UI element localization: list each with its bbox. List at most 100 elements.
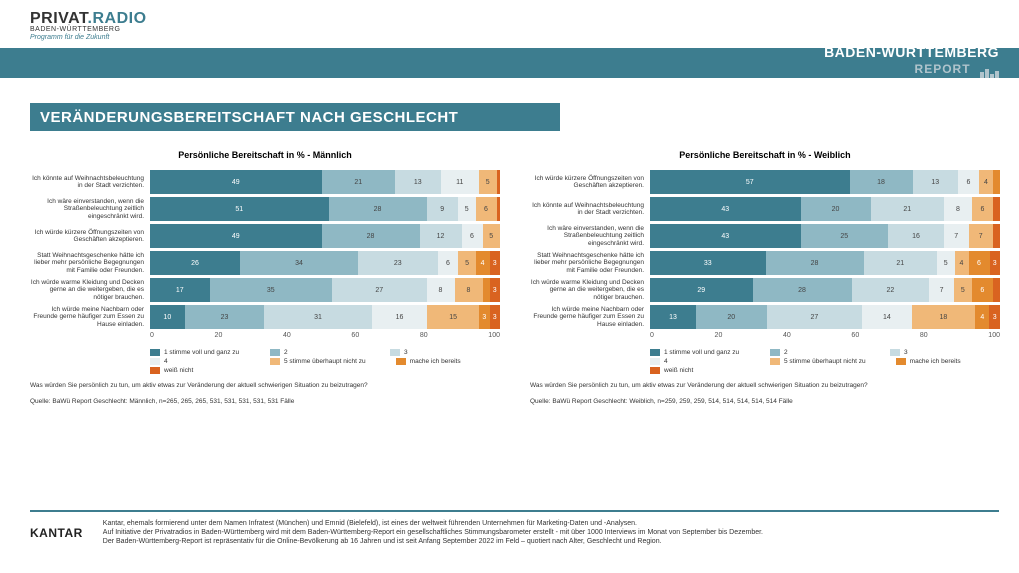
- row-label: Ich könnte auf Weihnachtsbeleuchtung in …: [30, 175, 150, 190]
- kantar-logo: KANTAR: [30, 526, 83, 540]
- bar-segment: 21: [322, 170, 396, 194]
- row-label: Ich würde kürzere Öffnungszeiten von Ges…: [530, 175, 650, 190]
- chart-row: Ich würde meine Nachbarn oder Freunde ge…: [30, 305, 500, 329]
- legend-item: weiß nicht: [650, 367, 740, 374]
- bar-segment: [483, 278, 490, 302]
- bar-segment: 5: [937, 251, 955, 275]
- row-label: Ich würde meine Nachbarn oder Freunde ge…: [530, 306, 650, 328]
- bar-segment: 6: [972, 278, 993, 302]
- stacked-bar: 492113115: [150, 170, 500, 194]
- stacked-bar: 173527883: [150, 278, 500, 302]
- legend-swatch: [650, 367, 660, 374]
- logo-block: PRIVAT.RADIO BADEN-WÜRTTEMBERG Programm …: [30, 10, 147, 41]
- header-report: REPORT: [915, 62, 971, 76]
- bar-segment: 5: [954, 278, 972, 302]
- chart-row: Ich wäre einverstanden, wenn die Straßen…: [530, 224, 1000, 248]
- row-label: Ich könnte auf Weihnachtsbeleuchtung in …: [530, 202, 650, 217]
- bar-segment: 5: [458, 251, 475, 275]
- bar-segment: 6: [462, 224, 483, 248]
- bar-segment: 6: [969, 251, 990, 275]
- bar-segment: 6: [972, 197, 993, 221]
- bar-segment: 49: [150, 224, 322, 248]
- bar-segment: 20: [696, 305, 767, 329]
- bar-segment: 4: [975, 305, 989, 329]
- footer-line1: Kantar, ehemals formierend unter dem Nam…: [103, 520, 763, 529]
- bar-segment: 28: [753, 278, 852, 302]
- bar-segment: 3: [989, 305, 1000, 329]
- bar-segment: 18: [912, 305, 976, 329]
- footer-text: Kantar, ehemals formierend unter dem Nam…: [103, 520, 763, 546]
- logo-slogan: Programm für die Zukunft: [30, 34, 147, 41]
- stacked-bar: 3328215463: [650, 251, 1000, 275]
- legend-swatch: [396, 358, 406, 365]
- bar-segment: 3: [479, 305, 489, 329]
- legend-item: 4: [150, 358, 240, 365]
- bar-segment: 3: [490, 251, 500, 275]
- legend-item: 1 stimme voll und ganz zu: [650, 349, 740, 356]
- legend-item: 3: [390, 349, 480, 356]
- header-region: BADEN-WÜRTTEMBERG: [824, 44, 999, 60]
- legend-item: mache ich bereits: [896, 358, 986, 365]
- bar-segment: 16: [888, 224, 944, 248]
- axis-tick: 20: [215, 332, 223, 339]
- stacked-bar: 43202186: [650, 197, 1000, 221]
- bar-segment: 18: [850, 170, 913, 194]
- bar-segment: 7: [929, 278, 954, 302]
- legend-label: mache ich bereits: [910, 358, 961, 365]
- chart-row: Ich wäre einverstanden, wenn die Straßen…: [30, 197, 500, 221]
- bar-segment: 4: [476, 251, 490, 275]
- legend-item: mache ich bereits: [396, 358, 486, 365]
- chart-female-axis: 020406080100: [650, 332, 1000, 339]
- legend-swatch: [896, 358, 906, 365]
- axis-tick: 100: [988, 332, 1000, 339]
- stacked-bar: 2634236543: [150, 251, 500, 275]
- bar-segment: 11: [441, 170, 480, 194]
- bar-segment: 28: [329, 197, 427, 221]
- legend-swatch: [650, 349, 660, 356]
- chart-row: Ich könnte auf Weihnachtsbeleuchtung in …: [30, 170, 500, 194]
- bar-segment: 34: [240, 251, 358, 275]
- legend-label: weiß nicht: [164, 367, 193, 374]
- bar-segment: 57: [650, 170, 850, 194]
- header-right: BADEN-WÜRTTEMBERG REPORT: [824, 44, 999, 78]
- legend-label: weiß nicht: [664, 367, 693, 374]
- legend-item: weiß nicht: [150, 367, 240, 374]
- bar-segment: 8: [427, 278, 455, 302]
- chart-female-legend: 1 stimme voll und ganz zu2345 stimme übe…: [650, 349, 1000, 374]
- page-title: VERÄNDERUNGSBEREITSCHAFT NACH GESCHLECHT: [30, 103, 560, 131]
- bar-segment: [497, 197, 501, 221]
- axis-tick: 60: [851, 332, 859, 339]
- row-label: Statt Weihnachtsgeschenke hätte ich lieb…: [30, 252, 150, 274]
- stacked-bar: 102331161533: [150, 305, 500, 329]
- bar-segment: 13: [650, 305, 696, 329]
- bar-segment: 17: [150, 278, 210, 302]
- bar-segment: 6: [958, 170, 979, 194]
- bar-segment: [993, 278, 1000, 302]
- legend-item: 5 stimme überhaupt nicht zu: [770, 358, 866, 365]
- bar-segment: 16: [372, 305, 427, 329]
- footer: KANTAR Kantar, ehemals formierend unter …: [30, 520, 999, 546]
- bar-segment: 26: [150, 251, 240, 275]
- legend-swatch: [770, 358, 780, 365]
- legend-item: 3: [890, 349, 980, 356]
- bar-segment: 13: [913, 170, 959, 194]
- bar-segment: 9: [427, 197, 459, 221]
- chart-row: Statt Weihnachtsgeschenke hätte ich lieb…: [530, 251, 1000, 275]
- axis-tick: 40: [283, 332, 291, 339]
- bar-segment: 4: [979, 170, 993, 194]
- bar-segment: 29: [650, 278, 753, 302]
- header-bars-icon: [979, 60, 999, 78]
- legend-swatch: [270, 349, 280, 356]
- bar-segment: [993, 224, 1000, 248]
- bar-segment: 5: [483, 224, 501, 248]
- stacked-bar: 49281265: [150, 224, 500, 248]
- axis-tick: 40: [783, 332, 791, 339]
- bar-segment: 27: [332, 278, 427, 302]
- legend-item: 2: [270, 349, 360, 356]
- legend-item: 2: [770, 349, 860, 356]
- chart-male-title: Persönliche Bereitschaft in % - Männlich: [30, 150, 500, 160]
- bar-segment: 12: [420, 224, 462, 248]
- chart-female-title: Persönliche Bereitschaft in % - Weiblich: [530, 150, 1000, 160]
- legend-label: 3: [404, 349, 408, 356]
- bar-segment: 27: [767, 305, 862, 329]
